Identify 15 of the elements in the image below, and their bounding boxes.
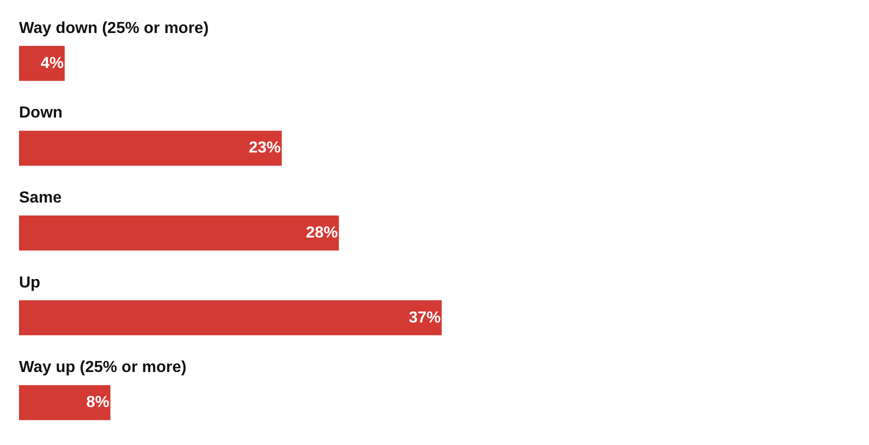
y-tick-label: Way down (25% or more) <box>19 20 209 37</box>
y-tick-label: Up <box>19 274 41 292</box>
data-label: 37% <box>408 309 441 326</box>
y-tick-label: Down <box>19 104 63 122</box>
bar <box>19 216 339 250</box>
bar <box>19 300 442 336</box>
data-label: 8% <box>86 394 110 412</box>
data-label: 28% <box>306 224 338 242</box>
bar <box>19 130 282 166</box>
data-label: 4% <box>40 54 64 72</box>
bar <box>19 46 65 81</box>
y-tick-label: Way up (25% or more) <box>19 359 186 376</box>
bar <box>19 385 110 420</box>
data-label: 23% <box>248 140 281 157</box>
y-tick-label: Same <box>19 190 62 206</box>
